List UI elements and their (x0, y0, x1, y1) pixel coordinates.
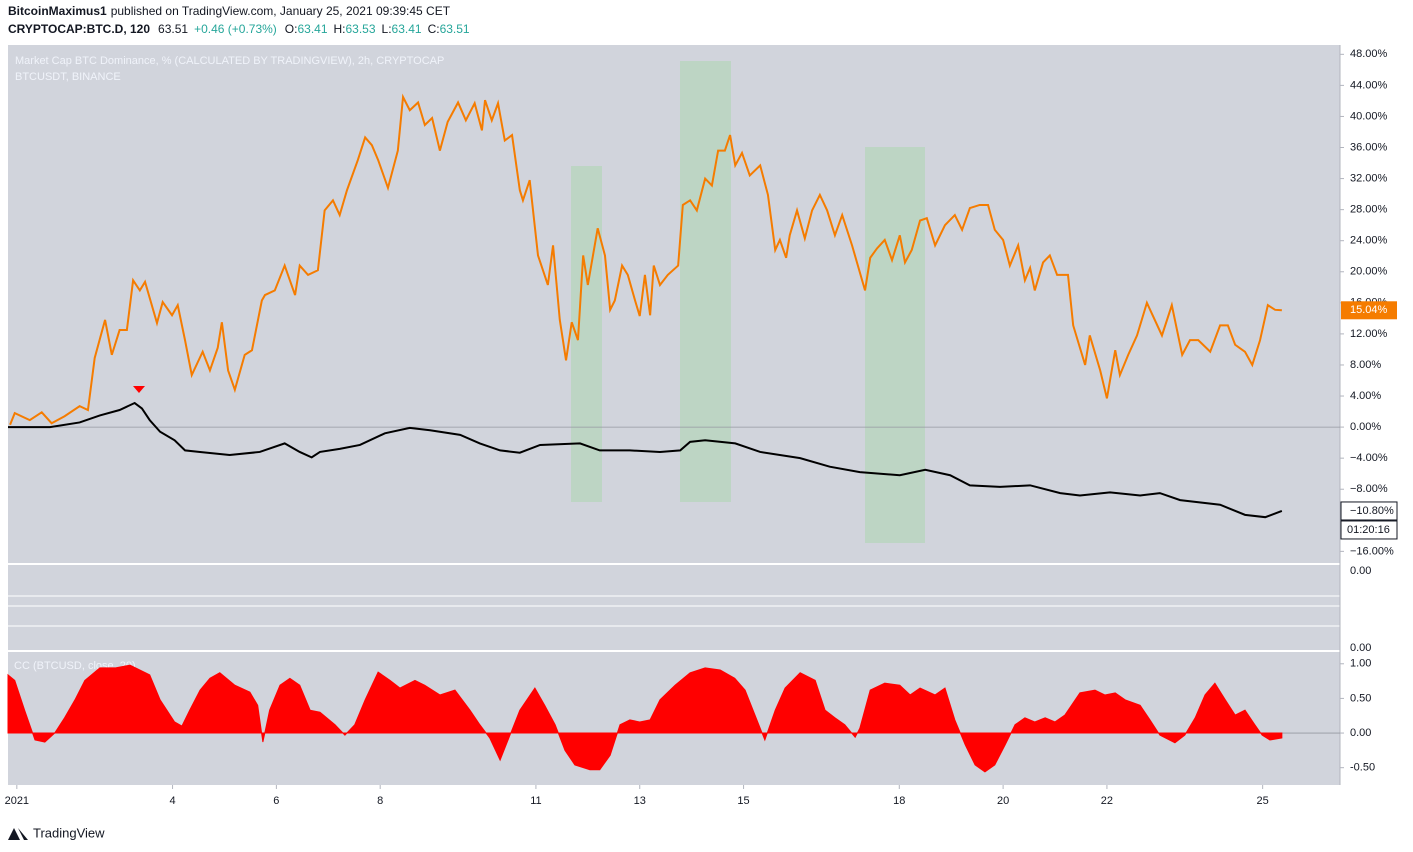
axis-label: 0.00 (1350, 565, 1371, 577)
y-tick-label: 28.00% (1350, 204, 1388, 216)
x-tick-label: 6 (273, 795, 279, 807)
last-price: 63.51 (158, 22, 188, 36)
y-tick-label: 36.00% (1350, 141, 1388, 153)
x-tick-label: 11 (530, 795, 541, 807)
x-tick-label: 13 (634, 795, 646, 807)
ohlc-value: 63.41 (297, 22, 327, 36)
y-tick-label: 8.00% (1350, 359, 1381, 371)
y-tick-label: 12.00% (1350, 328, 1388, 340)
ohlc-value: 63.51 (440, 22, 470, 36)
signal-marker (133, 386, 145, 393)
symbol: CRYPTOCAP:BTC.D, 120 (8, 22, 150, 36)
y-tick-label: 40.00% (1350, 110, 1388, 122)
y-tick-label: 48.00% (1350, 48, 1388, 60)
y-tick-label: 4.00% (1350, 390, 1381, 402)
middle-pane (8, 565, 1340, 650)
y-tick-label: −4.00% (1350, 452, 1388, 464)
last-value-box (1341, 301, 1397, 320)
ohlc-label: O: (285, 22, 298, 36)
ohlc-value: 63.41 (392, 22, 422, 36)
brand: TradingView (33, 825, 105, 840)
y-tick-label: 0.00% (1350, 421, 1381, 433)
x-tick-label: 4 (169, 795, 175, 807)
x-tick-label: 22 (1101, 795, 1113, 807)
author: BitcoinMaximus1 (8, 4, 107, 18)
y-tick-label: 0.00 (1350, 727, 1371, 739)
axis-label: 0.00 (1350, 642, 1371, 654)
ohlc: O:63.41 H:63.53 L:63.41 C:63.51 (285, 22, 470, 36)
y-tick-label: 32.00% (1350, 172, 1388, 184)
last-value-label: −10.80% (1350, 505, 1394, 517)
countdown: 01:20:16 (1347, 524, 1390, 536)
published: published on TradingView.com, January 25… (111, 4, 451, 18)
pane-title: Market Cap BTC Dominance, % (CALCULATED … (15, 55, 444, 67)
ohlc-label: H: (334, 22, 346, 36)
y-tick-label: -0.50 (1350, 762, 1375, 774)
tradingview-logo: TradingView (8, 825, 105, 840)
ohlc-label: L: (382, 22, 392, 36)
y-tick-label: 44.00% (1350, 79, 1388, 91)
ohlc-value: 63.53 (346, 22, 376, 36)
pane-subtitle: BTCUSDT, BINANCE (15, 71, 121, 83)
header-line-2: CRYPTOCAP:BTC.D, 120 63.51 +0.46 (+0.73%) O… (8, 22, 470, 36)
x-tick-label: 18 (893, 795, 905, 807)
last-value-label: 15.04% (1350, 304, 1388, 316)
change: +0.46 (+0.73%) (194, 22, 277, 36)
header-line-1: BitcoinMaximus1 published on TradingView.… (8, 4, 451, 18)
x-tick-label: 20 (997, 795, 1009, 807)
y-tick-label: 20.00% (1350, 266, 1388, 278)
area-series (7, 664, 1283, 773)
highlight-zone (680, 61, 731, 502)
highlight-zone (865, 147, 925, 543)
y-tick-label: −16.00% (1350, 545, 1394, 557)
last-value-box (1340, 501, 1398, 521)
ohlc-label: C: (428, 22, 440, 36)
logo-icon (8, 828, 28, 840)
y-tick-label: 24.00% (1350, 235, 1388, 247)
countdown-box (1340, 520, 1398, 540)
x-tick-label: 8 (377, 795, 383, 807)
x-tick-label: 2021 (5, 795, 29, 807)
line-series (8, 401, 1283, 519)
main-pane (8, 45, 1340, 563)
line-series (9, 93, 1282, 426)
x-tick-label: 15 (737, 795, 749, 807)
y-tick-label: 0.50 (1350, 692, 1371, 704)
y-tick-label: 1.00 (1350, 658, 1371, 670)
x-tick-label: 25 (1257, 795, 1269, 807)
y-tick-label: −8.00% (1350, 483, 1388, 495)
